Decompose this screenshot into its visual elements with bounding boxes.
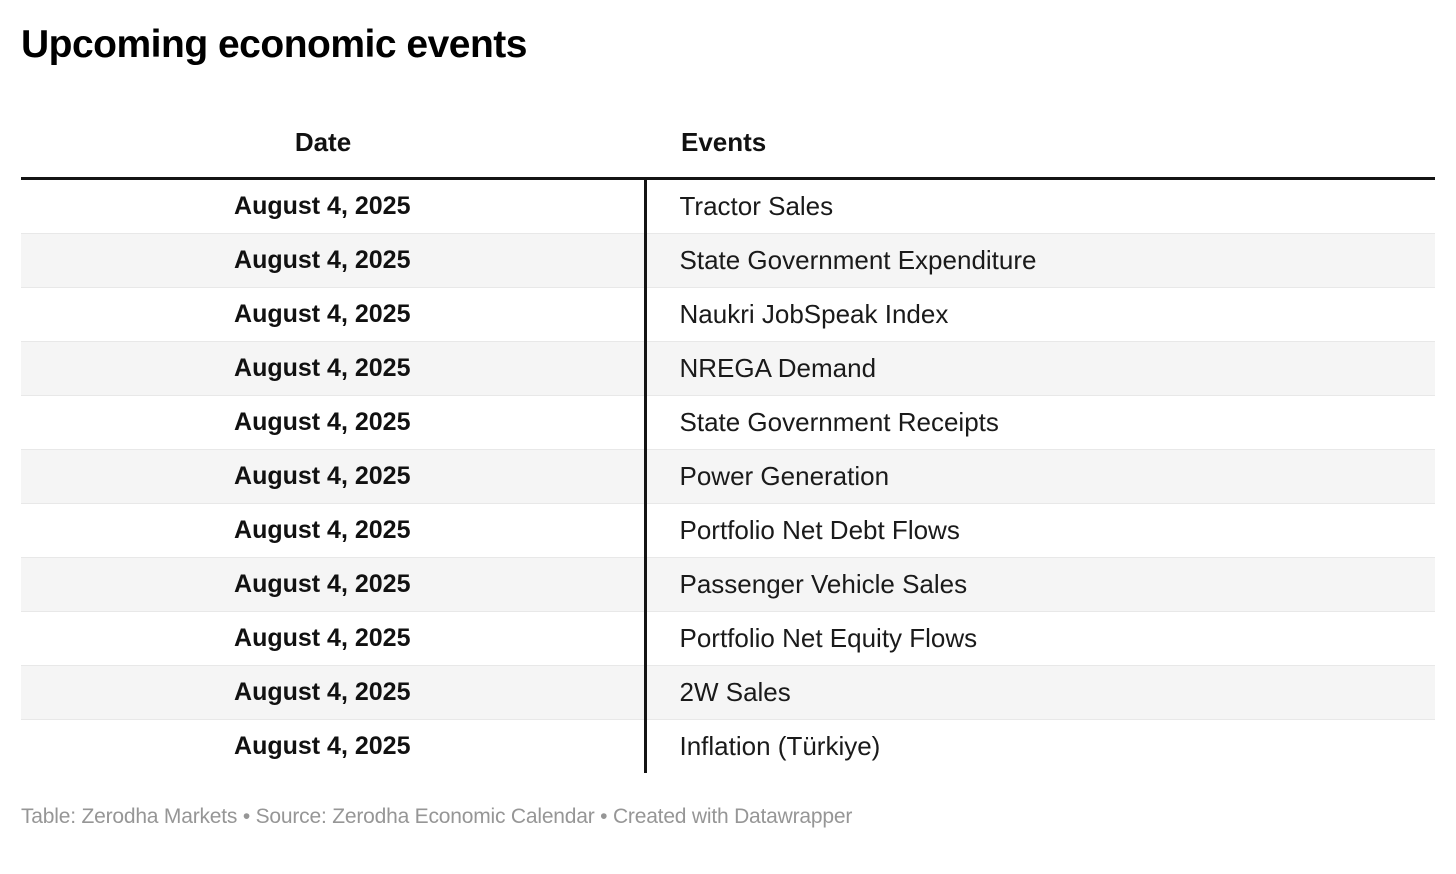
date-cell: August 4, 2025	[21, 719, 645, 773]
footer-separator: •	[594, 805, 613, 828]
table-row: August 4, 2025 Power Generation	[21, 449, 1435, 504]
economic-events-table: Date Events August 4, 2025 Tractor Sales…	[21, 68, 1435, 773]
table-row: August 4, 2025 NREGA Demand	[21, 341, 1435, 396]
table-row: August 4, 2025 Tractor Sales	[21, 178, 1435, 234]
date-cell: August 4, 2025	[21, 449, 645, 504]
footer-attribution: Table: Zerodha Markets • Source: Zerodha…	[21, 804, 1435, 830]
event-cell: Power Generation	[643, 449, 1435, 504]
table-row: August 4, 2025 Naukri JobSpeak Index	[21, 287, 1435, 342]
event-cell: State Government Receipts	[643, 395, 1435, 450]
date-cell: August 4, 2025	[234, 192, 411, 220]
datawrapper-credit[interactable]: Created with Datawrapper	[612, 805, 853, 828]
event-cell: NREGA Demand	[643, 341, 1435, 396]
table-row: August 4, 2025 2W Sales	[21, 665, 1435, 720]
date-cell: August 4, 2025	[21, 557, 645, 612]
table-row: August 4, 2025 Passenger Vehicle Sales	[21, 557, 1435, 612]
table-body: August 4, 2025 Tractor Sales August 4, 2…	[21, 178, 1435, 773]
table-row: August 4, 2025 Inflation (Türkiye)	[21, 719, 1435, 773]
date-cell: August 4, 2025	[21, 341, 645, 396]
column-header-events: Events	[681, 127, 767, 157]
date-cell: August 4, 2025	[21, 395, 645, 450]
date-cell: August 4, 2025	[21, 287, 645, 342]
page-title: Upcoming economic events	[21, 23, 527, 66]
event-cell: Portfolio Net Equity Flows	[643, 611, 1435, 666]
event-cell: State Government Expenditure	[643, 233, 1435, 288]
event-cell: Naukri JobSpeak Index	[643, 287, 1435, 342]
date-cell: August 4, 2025	[21, 233, 645, 288]
table-row: August 4, 2025 State Government Expendit…	[21, 233, 1435, 288]
date-cell: August 4, 2025	[21, 503, 645, 558]
footer-separator: •	[237, 805, 256, 828]
source-credit: Source: Zerodha Economic Calendar	[255, 805, 595, 828]
header-row: Date Events	[21, 68, 1435, 179]
column-header-date: Date	[294, 127, 352, 157]
event-cell: Passenger Vehicle Sales	[643, 557, 1435, 612]
event-cell: 2W Sales	[643, 665, 1435, 720]
event-cell: Tractor Sales	[643, 178, 1435, 234]
date-cell: August 4, 2025	[21, 611, 645, 666]
table-row: August 4, 2025 Portfolio Net Equity Flow…	[21, 611, 1435, 666]
datawrapper-table-page: Upcoming economic events Date Events Aug…	[0, 21, 1456, 830]
table-row: August 4, 2025 State Government Receipts	[21, 395, 1435, 450]
table-credit: Table: Zerodha Markets	[21, 805, 238, 828]
event-cell: Inflation (Türkiye)	[643, 719, 1435, 773]
table-row: August 4, 2025 Portfolio Net Debt Flows	[21, 503, 1435, 558]
event-cell: Portfolio Net Debt Flows	[643, 503, 1435, 558]
date-cell: August 4, 2025	[21, 665, 645, 720]
